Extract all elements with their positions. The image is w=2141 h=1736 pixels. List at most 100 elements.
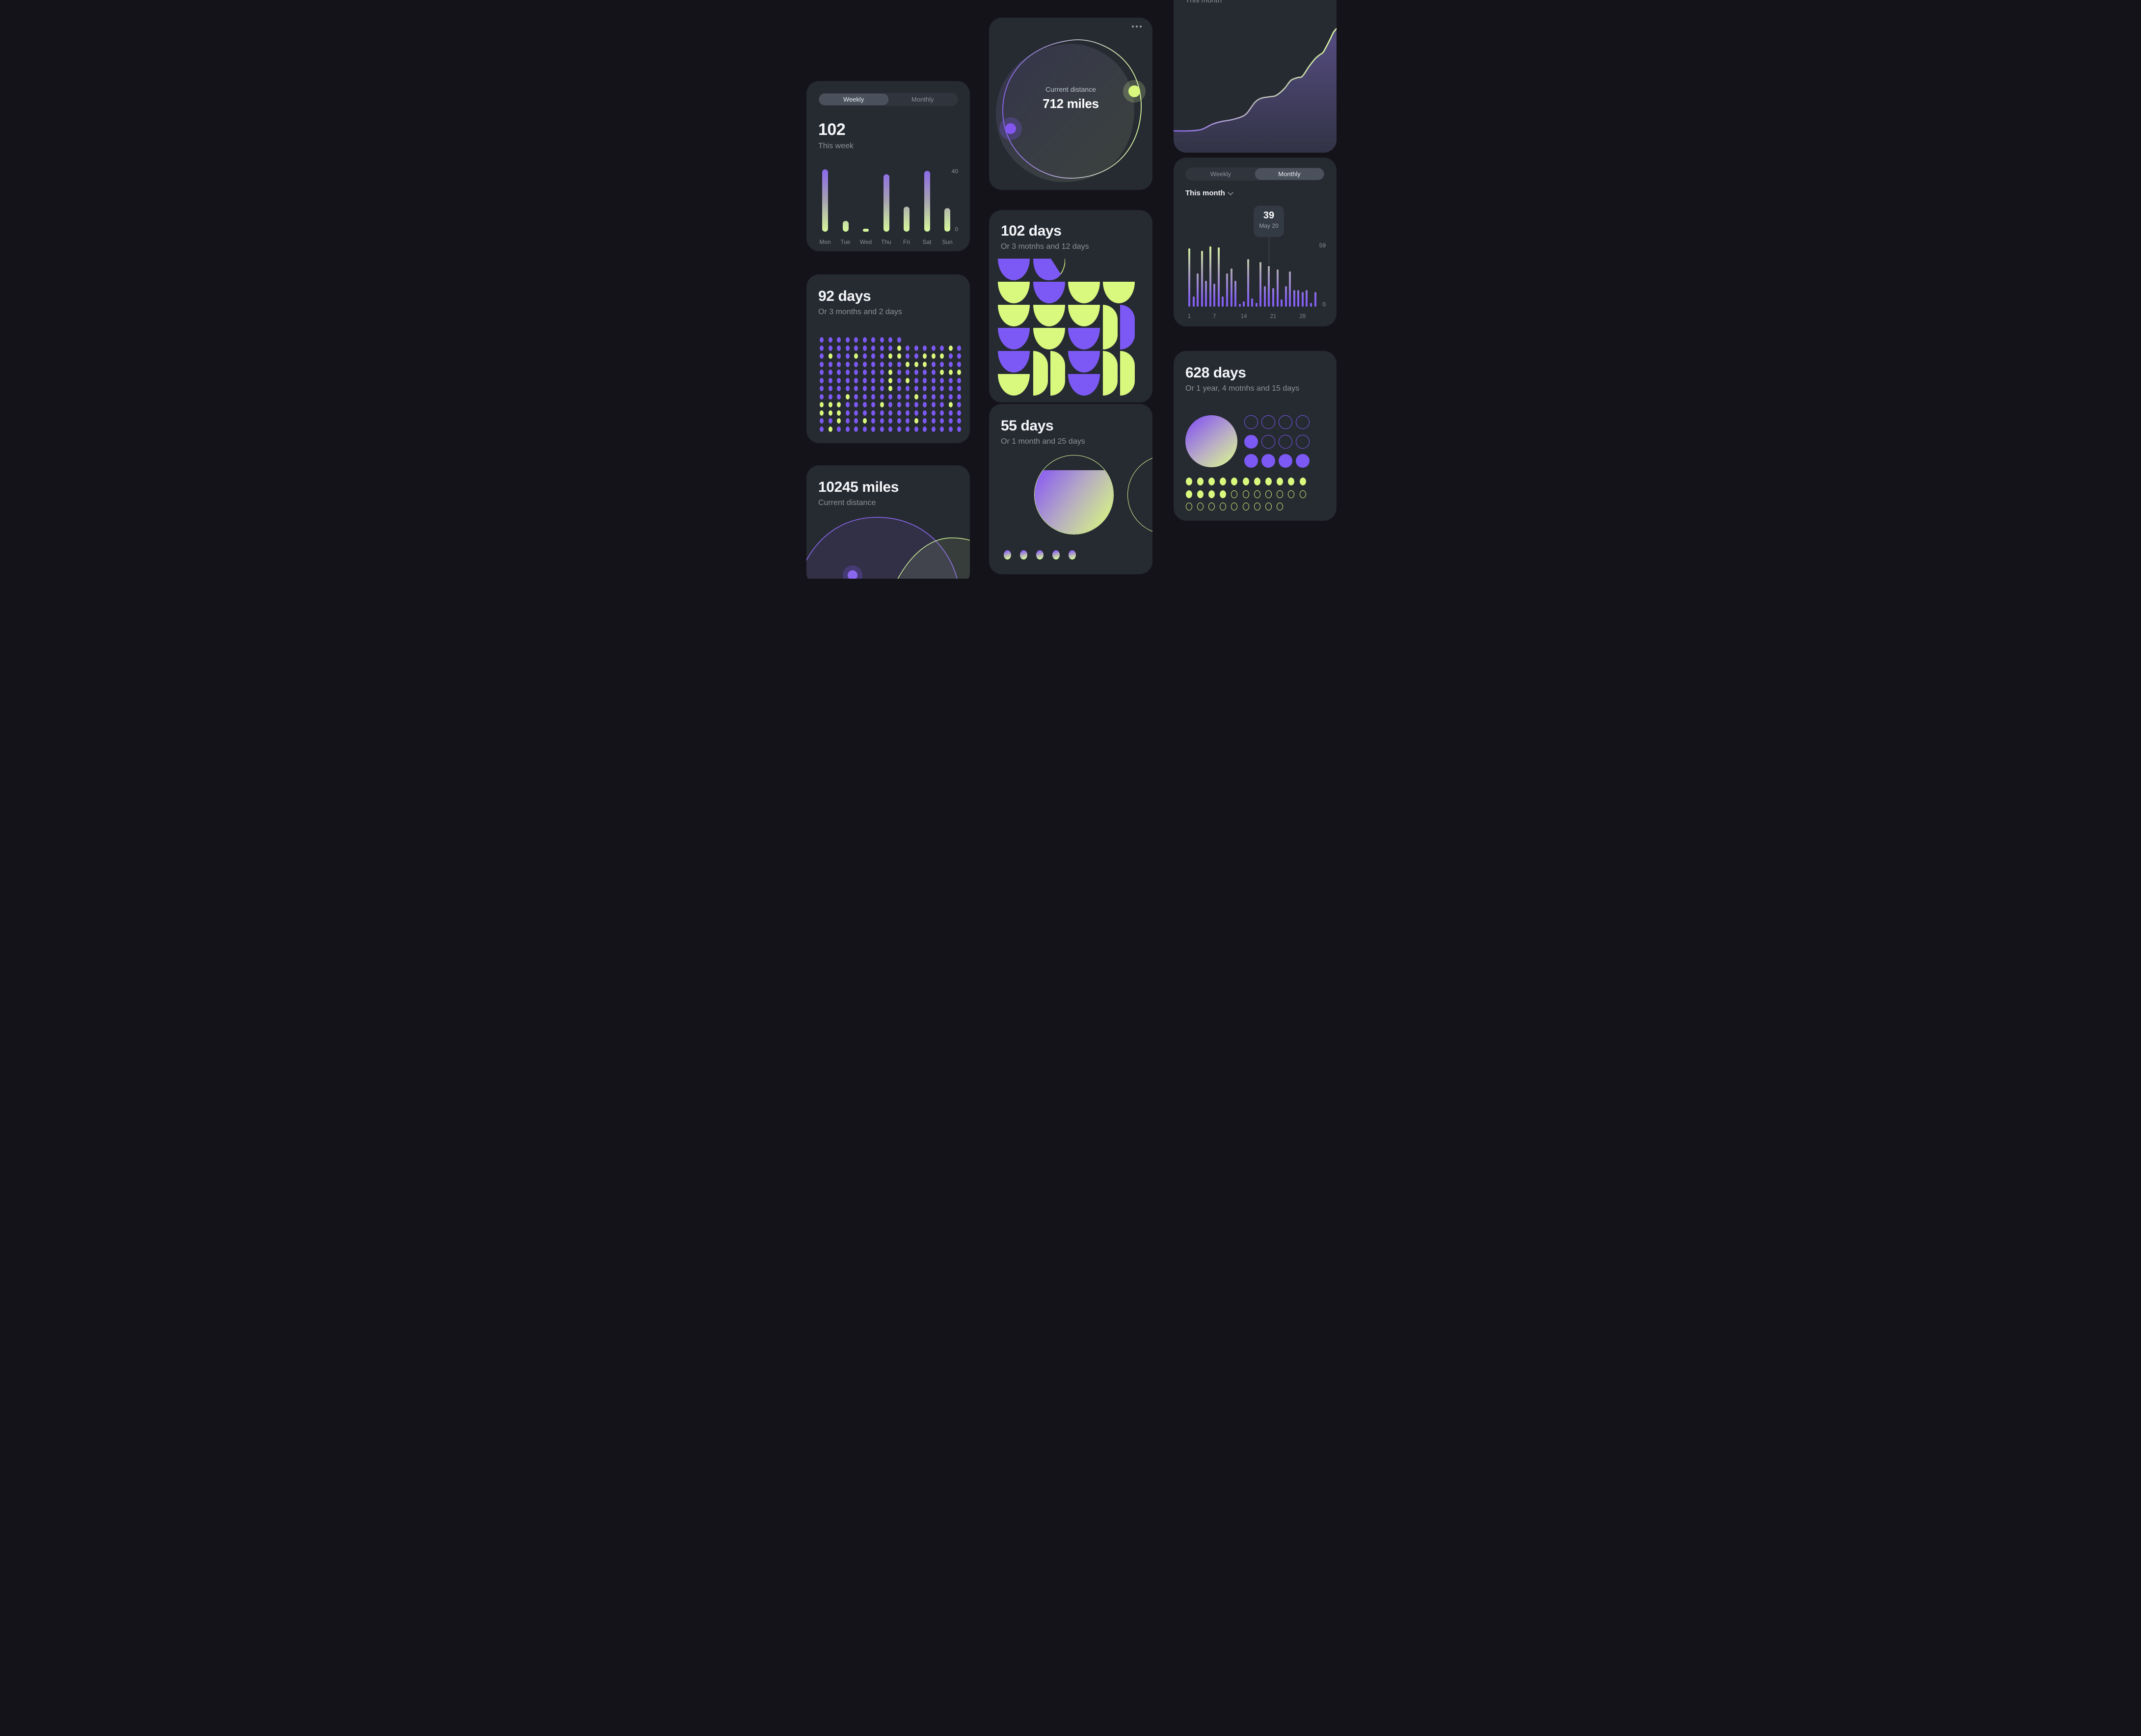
day-dot [940,402,944,407]
bar-day-18[interactable] [1259,262,1262,307]
bar-wed[interactable] [863,169,869,232]
bar-day-14[interactable] [1243,301,1245,307]
day-dot [845,426,850,432]
bar-sat[interactable] [924,169,930,232]
day-dot [957,377,961,383]
bar-day-27[interactable] [1297,290,1300,307]
bar-day-19[interactable] [1263,286,1266,307]
day-dot [828,377,832,383]
half-circle-shape [1033,305,1065,326]
half-pair-shape [1103,305,1135,349]
day-dot [931,370,936,375]
bar-day-11[interactable] [1230,268,1232,307]
bar-day-1[interactable] [1188,248,1190,307]
bar-day-26[interactable] [1293,290,1295,307]
tab-weekly[interactable]: Weekly [1210,170,1231,178]
tab-monthly[interactable]: Monthly [911,96,934,103]
day-dot [914,377,918,383]
days-628-label: Or 1 year, 4 motnhs and 15 days [1185,384,1300,393]
bar-day-22[interactable] [1276,269,1279,307]
bar-day-20[interactable] [1268,266,1270,307]
purple-circle [1261,434,1275,449]
day-dot [845,345,850,351]
purple-marker-dot [1005,123,1016,134]
half-circle-shape [1033,282,1065,303]
bar-day-3[interactable] [1197,273,1199,307]
bar-sun[interactable] [944,169,950,232]
bar-day-28[interactable] [1301,292,1304,307]
period-toggle[interactable]: Weekly Monthly [818,93,958,106]
half-circle-shape [998,259,1030,280]
day-dot [837,345,841,351]
day-dot [888,353,892,359]
bar-day-9[interactable] [1222,296,1224,307]
bar-day-10[interactable] [1226,273,1228,307]
bar-day-12[interactable] [1234,281,1237,307]
bar-tue[interactable] [842,169,849,232]
bar-fri[interactable] [904,169,910,232]
bar-day-23[interactable] [1281,299,1283,307]
day-dot [897,377,901,383]
day-dot [940,345,944,351]
purple-blob [806,517,958,579]
day-dot [880,426,884,432]
month-dropdown[interactable]: This month [1185,189,1233,197]
day-dot [871,370,875,375]
days-628-value: 628 days [1185,365,1246,381]
bar-day-24[interactable] [1285,286,1287,307]
bar-day-6[interactable] [1209,246,1211,307]
dot-row [820,418,961,424]
bar-day-17[interactable] [1255,302,1258,307]
y-axis-min-label: 0 [955,226,958,233]
bar-day-13[interactable] [1238,303,1241,307]
bar-thu[interactable] [883,169,889,232]
bar-day-29[interactable] [1306,290,1308,307]
dot-row [820,386,961,391]
gradient-dot [1052,550,1060,560]
vertical-half [1120,305,1135,349]
day-dot [845,410,850,416]
bar-day-15[interactable] [1247,259,1249,307]
ring-label: Current distance [1045,85,1096,93]
vertical-half [1120,351,1135,396]
bar-day-4[interactable] [1201,250,1203,307]
purple-circle [1279,415,1292,429]
x-tick-label: Sun [942,239,953,245]
bar-day-30[interactable] [1310,302,1312,307]
day-dot [940,386,944,391]
bar-day-5[interactable] [1205,281,1207,307]
ring-outline [1002,39,1142,179]
bar-day-8[interactable] [1217,247,1220,307]
bar-day-16[interactable] [1251,298,1254,307]
vertical-half [1103,305,1118,349]
day-dot [820,377,824,383]
bar-day-31[interactable] [1314,292,1316,307]
bar-day-7[interactable] [1213,284,1216,307]
day-dot [828,402,832,407]
period-toggle[interactable]: Weekly Monthly [1185,167,1325,181]
lime-dot [1277,503,1284,510]
purple-circle [1244,454,1258,468]
day-dot [931,418,936,424]
days-55-value: 55 days [1001,418,1054,434]
bar-day-2[interactable] [1192,296,1195,307]
distance-ring-graphic [996,39,1146,183]
half-pair-shape [1103,351,1135,396]
tab-weekly[interactable]: Weekly [819,94,888,105]
tab-monthly[interactable]: Monthly [1255,168,1324,180]
day-dot [871,377,875,383]
day-dot [880,377,884,383]
day-dot [854,337,858,343]
ellipsis-menu-icon[interactable] [1132,26,1142,27]
day-dot [897,402,901,407]
day-dot [957,418,961,424]
lime-dot [1254,503,1260,510]
lime-dot [1299,478,1306,485]
bar-day-21[interactable] [1272,288,1274,307]
bar-mon[interactable] [822,169,828,232]
bar-day-25[interactable] [1289,271,1291,307]
day-dot [845,394,850,400]
day-dot [871,418,875,424]
half-circle-shape [1033,328,1065,349]
half-pair-shape [1033,351,1065,396]
